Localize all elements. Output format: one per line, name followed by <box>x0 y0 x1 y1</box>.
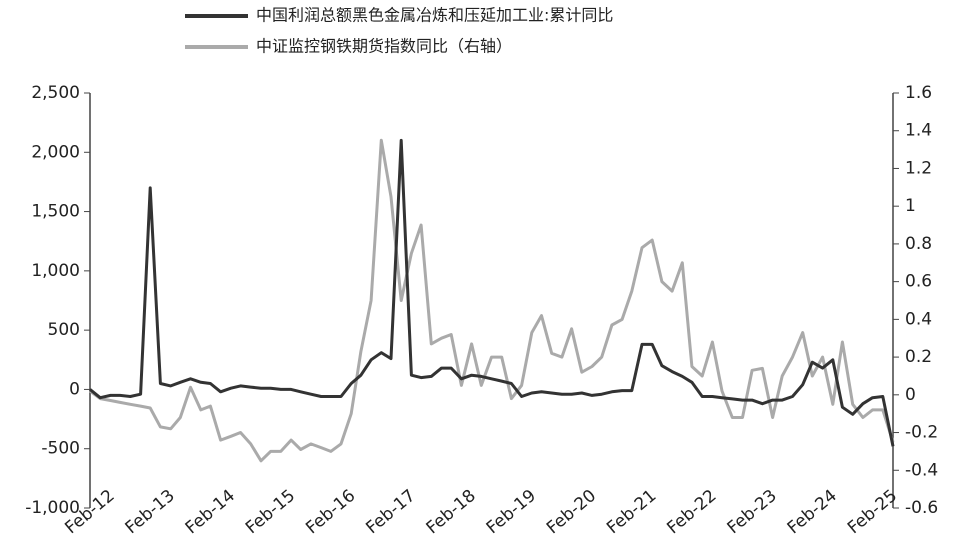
legend-label: 中国利润总额黑色金属冶炼和压延加工业:累计同比 <box>256 6 613 25</box>
y-tick-label: 2,500 <box>31 83 80 103</box>
x-tick-label: Feb-18 <box>423 486 480 536</box>
x-tick-label: Feb-20 <box>543 486 600 536</box>
y2-tick-label: 1 <box>905 196 916 216</box>
y2-tick-label: 1.2 <box>905 158 932 178</box>
y2-tick-label: -0.4 <box>905 460 938 480</box>
y-tick-label: -1,000 <box>25 498 80 518</box>
x-tick-label: Feb-22 <box>663 486 720 536</box>
x-tick-label: Feb-15 <box>242 486 299 536</box>
y2-tick-label: 1.4 <box>905 121 932 141</box>
y2-tick-label: 0.4 <box>905 309 932 329</box>
y-tick-label: 1,500 <box>31 202 80 222</box>
x-tick-label: Feb-16 <box>302 486 359 536</box>
y2-tick-label: -0.2 <box>905 423 938 443</box>
y2-tick-label: 0.8 <box>905 234 932 254</box>
y2-tick-label: 0 <box>905 385 916 405</box>
y-tick-label: 2,000 <box>31 142 80 162</box>
x-tick-label: Feb-25 <box>844 486 901 536</box>
y2-tick-label: -0.6 <box>905 498 938 518</box>
series-line <box>89 138 895 463</box>
y2-tick-label: 0.6 <box>905 272 932 292</box>
y-tick-label: 500 <box>48 320 80 340</box>
x-tick-label: Feb-21 <box>603 486 660 536</box>
x-tick-label: Feb-13 <box>122 486 179 536</box>
legend-label: 中证监控钢铁期货指数同比（右轴） <box>256 37 512 56</box>
y-tick-label: 1,000 <box>31 261 80 281</box>
x-tick-label: Feb-23 <box>724 486 781 536</box>
x-tick-label: Feb-24 <box>784 486 841 536</box>
y2-tick-label: 1.6 <box>905 83 932 103</box>
x-tick-label: Feb-19 <box>483 486 540 536</box>
y2-tick-label: 0.2 <box>905 347 932 367</box>
y-tick-label: 0 <box>69 379 80 399</box>
x-tick-label: Feb-14 <box>182 486 239 536</box>
y-tick-label: -500 <box>41 439 80 459</box>
x-tick-label: Feb-17 <box>362 486 419 536</box>
series-line <box>89 138 895 447</box>
